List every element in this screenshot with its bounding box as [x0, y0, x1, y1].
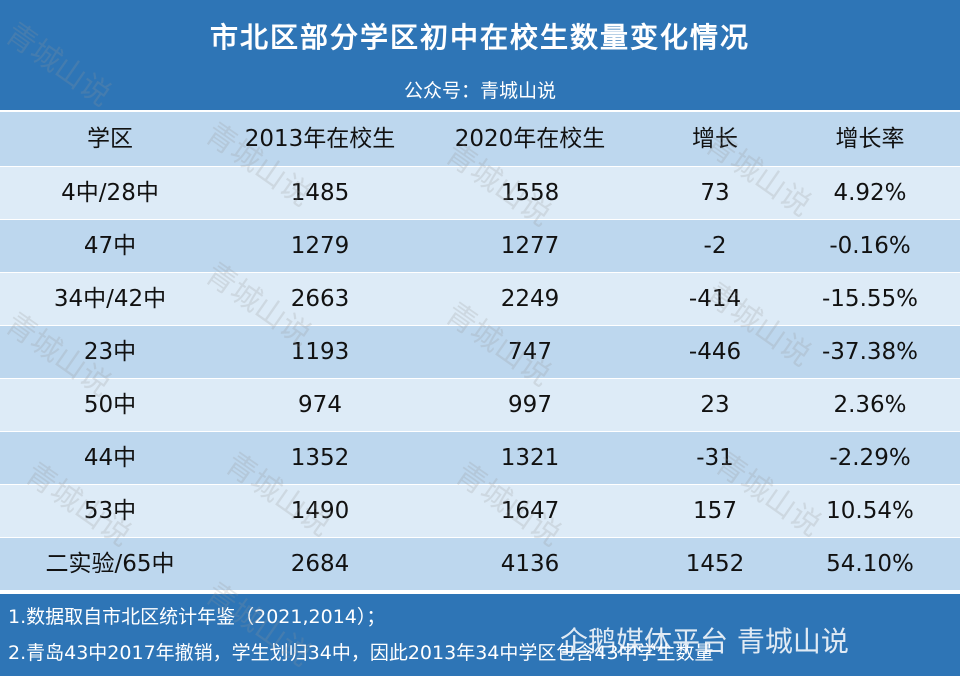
table-row: 47中 1279 1277 -2 -0.16%: [0, 220, 960, 273]
table-cell: 997: [508, 392, 552, 418]
title: 市北区部分学区初中在校生数量变化情况: [209, 21, 750, 54]
table-cell: 4136: [500, 551, 560, 577]
header-row: 学区 2013年在校生 2020年在校生 增长 增长率: [0, 112, 960, 167]
table-cell: 1193: [290, 339, 350, 365]
table: 学区 2013年在校生 2020年在校生 增长 增长率 4中/28中 1485 1558 73 4…: [0, 112, 960, 591]
table-row: 34中/42中 2663 2249 -414 -15.55%: [0, 273, 960, 326]
table-cell: 50中: [83, 392, 137, 418]
table-cell: 2.36%: [833, 392, 907, 418]
table-cell: 53中: [83, 498, 137, 524]
column-header: 2013年在校生: [244, 126, 396, 152]
table-cell: 1647: [500, 498, 560, 524]
table-cell: 2663: [290, 286, 350, 312]
table-cell: 1452: [685, 551, 745, 577]
notes: 1.数据取自市北区统计年鉴（2021,2014）； 2.青岛43中2017年撤销…: [0, 594, 960, 676]
table-cell: -0.16%: [829, 233, 911, 259]
table-row: 23中 1193 747 -446 -37.38%: [0, 326, 960, 379]
table-cell: -37.38%: [822, 339, 918, 365]
table-cell: 23: [700, 392, 730, 418]
column-header: 2020年在校生: [454, 126, 606, 152]
overlay-watermark: 企鹅媒体平台 青城山说: [560, 625, 849, 658]
table-cell: 1485: [290, 180, 350, 206]
table-cell: 34中/42中: [53, 286, 167, 312]
table-cell: 2684: [290, 551, 350, 577]
table-cell: -414: [688, 286, 742, 312]
table-cell: -15.55%: [822, 286, 918, 312]
table-cell: 二实验/65中: [45, 551, 175, 577]
table-cell: 44中: [83, 445, 137, 471]
table-cell: -2: [703, 233, 727, 259]
table-cell: 157: [693, 498, 737, 524]
table-cell: 1352: [290, 445, 350, 471]
table-cell: -446: [688, 339, 742, 365]
title-bar: 市北区部分学区初中在校生数量变化情况 公众号：青城山说: [0, 0, 960, 110]
table-row: 53中 1490 1647 157 10.54%: [0, 485, 960, 538]
column-header: 增长率: [835, 126, 905, 152]
table-row: 50中 974 997 23 2.36%: [0, 379, 960, 432]
note: 2.青岛43中2017年撤销，学生划归34中，因此2013年34中学区包含43中…: [8, 642, 714, 664]
table-cell: -31: [696, 445, 734, 471]
table-cell: 747: [508, 339, 552, 365]
column-header: 增长: [692, 126, 738, 152]
table-cell: 73: [700, 180, 730, 206]
table-cell: 974: [298, 392, 342, 418]
table-cell: 4中/28中: [61, 180, 159, 206]
table-cell: 23中: [83, 339, 137, 365]
subtitle: 公众号：青城山说: [403, 80, 556, 102]
table-row: 44中 1352 1321 -31 -2.29%: [0, 432, 960, 485]
table-cell: 1279: [290, 233, 350, 259]
table-cell: 47中: [83, 233, 137, 259]
table-row: 二实验/65中 2684 4136 1452 54.10%: [0, 538, 960, 591]
table-cell: 2249: [500, 286, 560, 312]
table-cell: 4.92%: [833, 180, 907, 206]
table-cell: 1277: [500, 233, 560, 259]
table-cell: 1490: [290, 498, 350, 524]
table-cell: 54.10%: [826, 551, 914, 577]
table-cell: 10.54%: [826, 498, 914, 524]
table-row: 4中/28中 1485 1558 73 4.92%: [0, 167, 960, 220]
table-cell: 1558: [500, 180, 560, 206]
table-cell: -2.29%: [829, 445, 911, 471]
table-cell: 1321: [500, 445, 560, 471]
column-header: 学区: [87, 126, 133, 152]
note: 1.数据取自市北区统计年鉴（2021,2014）；: [8, 606, 386, 628]
